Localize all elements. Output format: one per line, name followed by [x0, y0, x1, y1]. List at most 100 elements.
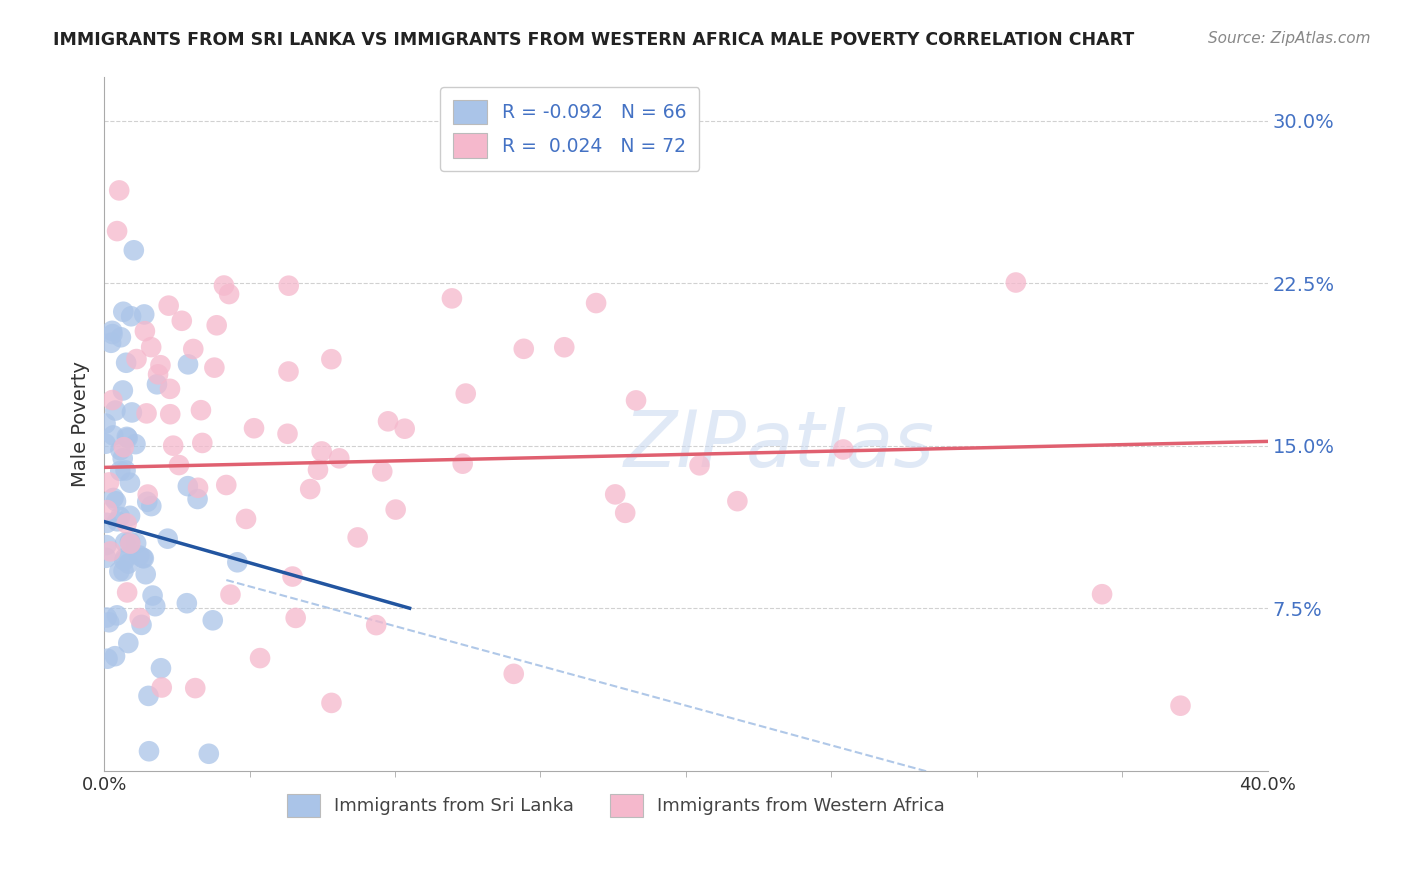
Point — [1170, 698, 1192, 713]
Point — [96, 610, 118, 624]
Point — [243, 421, 266, 435]
Point — [105, 608, 128, 623]
Point — [128, 611, 150, 625]
Point — [112, 305, 135, 319]
Point — [832, 442, 855, 457]
Point — [120, 310, 142, 324]
Point — [725, 494, 748, 508]
Point — [100, 544, 122, 558]
Point — [276, 426, 298, 441]
Point — [136, 487, 159, 501]
Point — [98, 615, 121, 630]
Point — [502, 666, 524, 681]
Point — [111, 451, 134, 466]
Point — [454, 386, 477, 401]
Point — [132, 551, 155, 566]
Point — [218, 287, 240, 301]
Point — [513, 342, 536, 356]
Point — [104, 494, 127, 508]
Point — [114, 535, 136, 549]
Point — [149, 661, 172, 675]
Point — [167, 458, 190, 472]
Point — [150, 681, 173, 695]
Point — [451, 457, 474, 471]
Point — [118, 534, 141, 549]
Point — [202, 360, 225, 375]
Point — [114, 550, 136, 565]
Point — [149, 358, 172, 372]
Text: IMMIGRANTS FROM SRI LANKA VS IMMIGRANTS FROM WESTERN AFRICA MALE POVERTY CORRELA: IMMIGRANTS FROM SRI LANKA VS IMMIGRANTS … — [53, 31, 1135, 49]
Point — [136, 495, 159, 509]
Point — [112, 440, 135, 454]
Point — [143, 599, 166, 614]
Point — [122, 244, 145, 258]
Point — [198, 747, 221, 761]
Point — [138, 689, 160, 703]
Point — [96, 516, 118, 530]
Point — [299, 482, 322, 496]
Point — [277, 364, 299, 378]
Point — [371, 465, 394, 479]
Point — [212, 278, 235, 293]
Point — [105, 224, 128, 238]
Point — [226, 555, 249, 569]
Point — [176, 596, 198, 610]
Point — [162, 439, 184, 453]
Point — [187, 491, 209, 506]
Point — [146, 368, 169, 382]
Point — [159, 407, 181, 421]
Point — [115, 585, 138, 599]
Point — [553, 340, 575, 354]
Point — [394, 422, 416, 436]
Point — [277, 278, 299, 293]
Point — [101, 392, 124, 407]
Point — [121, 405, 143, 419]
Point — [111, 384, 134, 398]
Point — [117, 431, 139, 445]
Y-axis label: Male Poverty: Male Poverty — [72, 361, 90, 487]
Point — [115, 356, 138, 370]
Point — [112, 554, 135, 568]
Point — [177, 479, 200, 493]
Point — [307, 463, 329, 477]
Point — [94, 417, 117, 431]
Point — [124, 437, 146, 451]
Point — [614, 506, 637, 520]
Point — [321, 696, 343, 710]
Point — [605, 487, 627, 501]
Point — [585, 296, 607, 310]
Point — [215, 478, 238, 492]
Point — [284, 611, 307, 625]
Point — [131, 618, 153, 632]
Point — [219, 588, 242, 602]
Point — [132, 550, 155, 565]
Point — [377, 414, 399, 428]
Point — [134, 308, 156, 322]
Point — [115, 430, 138, 444]
Point — [181, 342, 204, 356]
Point — [624, 393, 647, 408]
Point — [134, 324, 156, 338]
Point — [104, 403, 127, 417]
Point — [108, 565, 131, 579]
Point — [440, 292, 463, 306]
Point — [96, 651, 118, 665]
Point — [201, 613, 224, 627]
Point — [311, 444, 333, 458]
Point — [94, 550, 117, 565]
Point — [1005, 276, 1028, 290]
Point — [191, 436, 214, 450]
Text: ZIPatlas: ZIPatlas — [624, 407, 935, 483]
Point — [100, 335, 122, 350]
Point — [205, 318, 228, 333]
Point — [190, 403, 212, 417]
Point — [98, 475, 121, 490]
Point — [249, 651, 271, 665]
Point — [115, 516, 138, 531]
Point — [120, 508, 142, 523]
Point — [96, 503, 118, 517]
Point — [346, 530, 368, 544]
Point — [108, 510, 131, 524]
Point — [120, 536, 142, 550]
Point — [146, 377, 169, 392]
